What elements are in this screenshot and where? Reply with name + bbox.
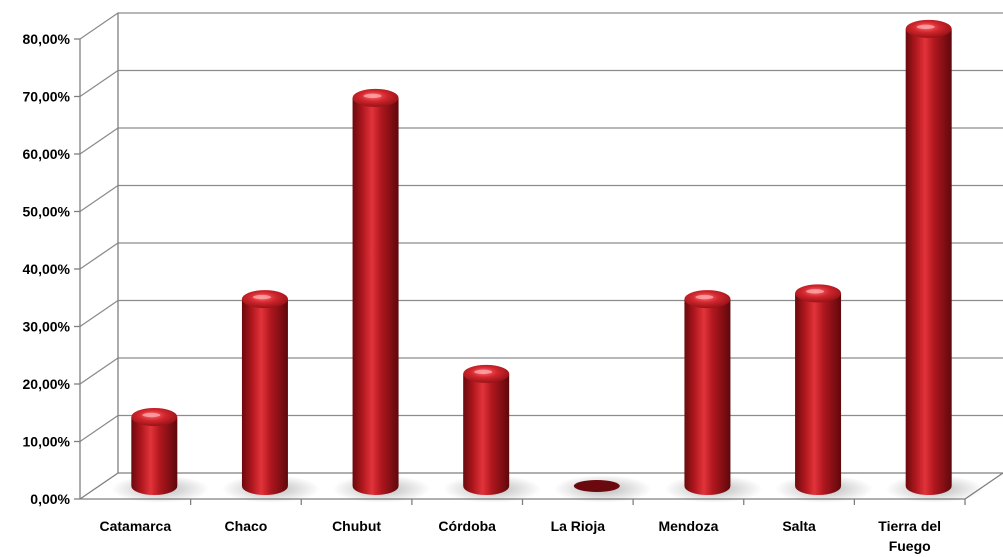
x-category-label: Chaco (225, 518, 268, 534)
bar-cap-highlight (363, 93, 382, 99)
gridline (79, 242, 1003, 270)
gridline (79, 414, 1003, 443)
axes (74, 13, 1003, 505)
bar-cap-highlight (806, 289, 825, 294)
gridline (79, 69, 1003, 98)
bars (111, 19, 984, 503)
bar-cap-highlight (916, 24, 935, 30)
y-tick-label: 50,00% (23, 204, 71, 220)
y-axis-tick-labels: 0,00% 10,00% 20,00% 30,00% 40,00% 50,00% 60,00… (23, 31, 71, 507)
x-category-label: Mendoza (658, 518, 718, 534)
gridline (79, 127, 1003, 155)
bar (885, 19, 984, 503)
y-tick-label: 70,00% (23, 89, 71, 105)
bar-cap-highlight (252, 294, 271, 300)
x-category-label: Catamarca (100, 518, 172, 534)
y-tick-label: 60,00% (23, 146, 71, 162)
bar-body (131, 417, 178, 495)
bar-body (684, 299, 731, 495)
x-category-label: Córdoba (438, 518, 496, 534)
bar-body (241, 299, 288, 495)
y-tick-label: 20,00% (23, 376, 71, 392)
gridline (79, 12, 1003, 40)
bar-cap-highlight (695, 294, 714, 300)
bar (332, 88, 431, 503)
x-category-label: Salta (782, 518, 816, 534)
gridlines (79, 12, 1003, 443)
gridline (79, 357, 1003, 385)
y-tick-label: 30,00% (23, 319, 71, 335)
bar-body (352, 97, 399, 495)
gridline (79, 299, 1003, 328)
bar (443, 364, 542, 503)
y-tick-label: 10,00% (23, 434, 71, 450)
x-category-label: Chubut (332, 518, 381, 534)
bar (221, 290, 320, 503)
bar-cap-highlight (142, 412, 161, 418)
x-category-label: Tierra del (878, 518, 941, 534)
bar-body (795, 293, 842, 495)
x-category-label: Fuego (889, 538, 931, 554)
bar (111, 408, 210, 503)
bar-cap-highlight (474, 369, 493, 375)
y-tick-label: 0,00% (30, 491, 70, 507)
bar (553, 475, 652, 503)
bar-body (463, 373, 510, 495)
bar (775, 284, 874, 503)
bar-body (905, 28, 952, 495)
bar (664, 290, 763, 503)
bar-cap (573, 480, 620, 492)
x-axis-category-labels: Catamarca Chaco Chubut Córdoba La Rioja Mendo… (100, 518, 942, 554)
gridline (79, 184, 1003, 213)
y-tick-label: 80,00% (23, 31, 71, 47)
y-tick-label: 40,00% (23, 261, 71, 277)
x-category-label: La Rioja (551, 518, 606, 534)
